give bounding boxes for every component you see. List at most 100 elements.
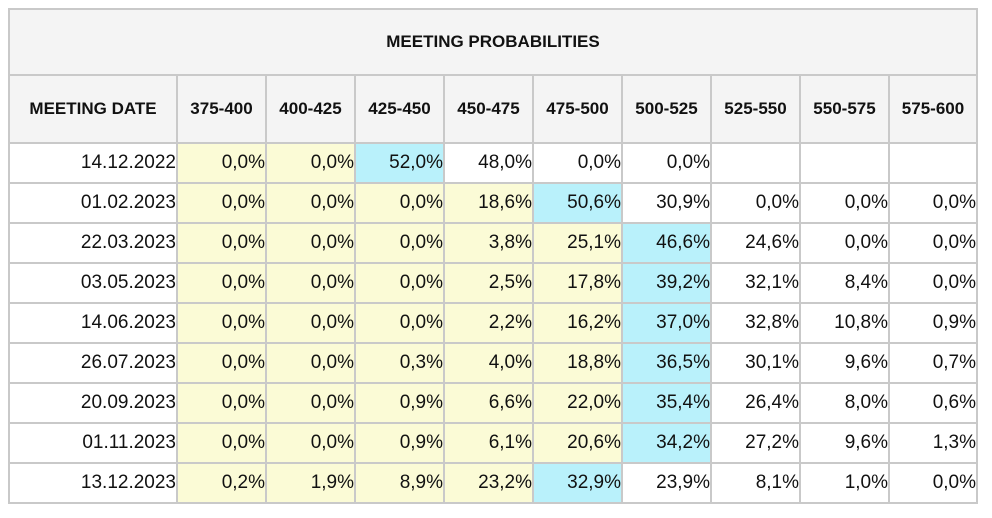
probability-cell: 0,0% bbox=[265, 422, 356, 464]
probability-cell: 0,0% bbox=[799, 222, 890, 264]
meeting-probabilities-panel: MEETING PROBABILITIES MEETING DATE 375-4… bbox=[8, 8, 978, 504]
table-row: 14.06.2023 0,0% 0,0% 0,0% 2,2% 16,2% 37,0% 32,8… bbox=[8, 302, 978, 344]
column-header-range: 400-425 bbox=[265, 74, 356, 144]
column-header-range: 575-600 bbox=[888, 74, 978, 144]
probability-cell: 0,2% bbox=[176, 462, 267, 504]
probability-cell: 0,0% bbox=[176, 342, 267, 384]
title-row: MEETING PROBABILITIES bbox=[8, 8, 978, 76]
probability-cell: 0,0% bbox=[176, 262, 267, 304]
probability-cell: 32,8% bbox=[710, 302, 801, 344]
probability-cell: 37,0% bbox=[621, 302, 712, 344]
probability-cell: 0,0% bbox=[354, 182, 445, 224]
column-header-range: 550-575 bbox=[799, 74, 890, 144]
probability-cell: 0,0% bbox=[176, 382, 267, 424]
probability-cell: 18,6% bbox=[443, 182, 534, 224]
probability-cell: 1,3% bbox=[888, 422, 978, 464]
probability-cell: 52,0% bbox=[354, 142, 445, 184]
probability-cell: 18,8% bbox=[532, 342, 623, 384]
probability-cell: 48,0% bbox=[443, 142, 534, 184]
probability-cell: 22,0% bbox=[532, 382, 623, 424]
probability-cell: 0,0% bbox=[265, 382, 356, 424]
probability-cell: 8,4% bbox=[799, 262, 890, 304]
probability-cell: 0,6% bbox=[888, 382, 978, 424]
probability-cell: 0,0% bbox=[532, 142, 623, 184]
probability-cell bbox=[710, 142, 801, 184]
probability-cell: 30,1% bbox=[710, 342, 801, 384]
table-row: 26.07.2023 0,0% 0,0% 0,3% 4,0% 18,8% 36,5% 30,1… bbox=[8, 342, 978, 384]
column-header-range: 475-500 bbox=[532, 74, 623, 144]
probability-cell: 0,0% bbox=[265, 142, 356, 184]
table-row: 03.05.2023 0,0% 0,0% 0,0% 2,5% 17,8% 39,2% 32,1… bbox=[8, 262, 978, 304]
probability-cell: 0,0% bbox=[176, 182, 267, 224]
probability-cell: 0,9% bbox=[354, 382, 445, 424]
probability-cell: 0,0% bbox=[888, 222, 978, 264]
probability-cell: 34,2% bbox=[621, 422, 712, 464]
table-body: 14.12.2022 0,0% 0,0% 52,0% 48,0% 0,0% 0,0% 01.0… bbox=[8, 142, 978, 504]
column-header-range: 375-400 bbox=[176, 74, 267, 144]
probability-cell: 24,6% bbox=[710, 222, 801, 264]
probability-cell: 0,0% bbox=[265, 302, 356, 344]
probability-cell: 0,0% bbox=[265, 222, 356, 264]
probability-cell: 1,9% bbox=[265, 462, 356, 504]
probability-cell: 0,0% bbox=[265, 342, 356, 384]
probability-cell: 30,9% bbox=[621, 182, 712, 224]
probability-cell: 0,0% bbox=[176, 302, 267, 344]
probability-cell: 39,2% bbox=[621, 262, 712, 304]
meeting-date-cell: 14.12.2022 bbox=[8, 142, 178, 184]
probability-cell: 0,0% bbox=[354, 302, 445, 344]
header-row: MEETING DATE 375-400 400-425 425-450 450… bbox=[8, 74, 978, 144]
probability-cell: 8,1% bbox=[710, 462, 801, 504]
probability-cell: 0,0% bbox=[799, 182, 890, 224]
column-header-range: 450-475 bbox=[443, 74, 534, 144]
probability-cell: 36,5% bbox=[621, 342, 712, 384]
probability-cell: 50,6% bbox=[532, 182, 623, 224]
probability-cell: 0,0% bbox=[176, 142, 267, 184]
probability-cell: 0,0% bbox=[176, 422, 267, 464]
table-row: 01.02.2023 0,0% 0,0% 0,0% 18,6% 50,6% 30,9% 0,0… bbox=[8, 182, 978, 224]
probability-cell bbox=[799, 142, 890, 184]
probability-cell: 9,6% bbox=[799, 342, 890, 384]
column-header-range: 500-525 bbox=[621, 74, 712, 144]
probability-cell: 10,8% bbox=[799, 302, 890, 344]
meeting-date-cell: 26.07.2023 bbox=[8, 342, 178, 384]
probability-cell: 32,1% bbox=[710, 262, 801, 304]
meeting-probabilities-table: MEETING PROBABILITIES MEETING DATE 375-4… bbox=[8, 8, 978, 504]
probability-cell: 0,0% bbox=[265, 182, 356, 224]
probability-cell: 6,6% bbox=[443, 382, 534, 424]
probability-cell: 35,4% bbox=[621, 382, 712, 424]
column-header-range: 425-450 bbox=[354, 74, 445, 144]
meeting-date-cell: 20.09.2023 bbox=[8, 382, 178, 424]
meeting-date-cell: 14.06.2023 bbox=[8, 302, 178, 344]
meeting-date-cell: 01.02.2023 bbox=[8, 182, 178, 224]
probability-cell: 2,5% bbox=[443, 262, 534, 304]
probability-cell: 8,9% bbox=[354, 462, 445, 504]
probability-cell: 0,0% bbox=[176, 222, 267, 264]
probability-cell: 27,2% bbox=[710, 422, 801, 464]
table-row: 22.03.2023 0,0% 0,0% 0,0% 3,8% 25,1% 46,6% 24,6… bbox=[8, 222, 978, 264]
probability-cell: 0,0% bbox=[888, 462, 978, 504]
probability-cell: 2,2% bbox=[443, 302, 534, 344]
probability-cell: 9,6% bbox=[799, 422, 890, 464]
column-header-meeting-date: MEETING DATE bbox=[8, 74, 178, 144]
probability-cell: 8,0% bbox=[799, 382, 890, 424]
probability-cell: 0,7% bbox=[888, 342, 978, 384]
probability-cell: 1,0% bbox=[799, 462, 890, 504]
table-row: 20.09.2023 0,0% 0,0% 0,9% 6,6% 22,0% 35,4% 26,4… bbox=[8, 382, 978, 424]
probability-cell: 23,2% bbox=[443, 462, 534, 504]
meeting-date-cell: 03.05.2023 bbox=[8, 262, 178, 304]
probability-cell: 0,0% bbox=[354, 262, 445, 304]
probability-cell: 0,0% bbox=[888, 182, 978, 224]
probability-cell: 25,1% bbox=[532, 222, 623, 264]
probability-cell: 0,9% bbox=[888, 302, 978, 344]
probability-cell bbox=[888, 142, 978, 184]
probability-cell: 6,1% bbox=[443, 422, 534, 464]
column-header-range: 525-550 bbox=[710, 74, 801, 144]
table-row: 01.11.2023 0,0% 0,0% 0,9% 6,1% 20,6% 34,2% 27,2… bbox=[8, 422, 978, 464]
meeting-date-cell: 01.11.2023 bbox=[8, 422, 178, 464]
table-row: 14.12.2022 0,0% 0,0% 52,0% 48,0% 0,0% 0,0% bbox=[8, 142, 978, 184]
probability-cell: 0,0% bbox=[265, 262, 356, 304]
probability-cell: 17,8% bbox=[532, 262, 623, 304]
probability-cell: 32,9% bbox=[532, 462, 623, 504]
probability-cell: 20,6% bbox=[532, 422, 623, 464]
probability-cell: 0,0% bbox=[621, 142, 712, 184]
